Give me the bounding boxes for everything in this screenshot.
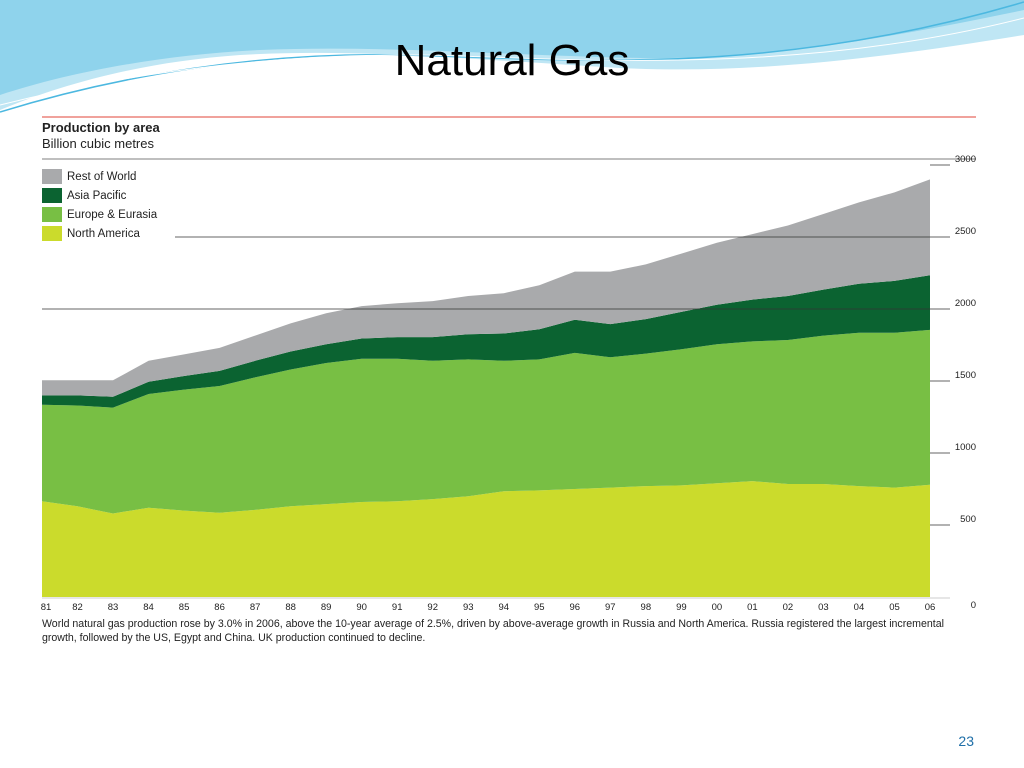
xtick-label-01: 01 (747, 602, 758, 613)
xtick-label-93: 93 (463, 602, 474, 613)
chart-title: Production by area (42, 120, 161, 135)
legend-swatch-asia-pacific (42, 188, 62, 203)
xtick-label-86: 86 (214, 602, 225, 613)
legend-label-rest-of-world: Rest of World (67, 171, 136, 183)
chart-subtitle: Billion cubic metres (42, 136, 154, 151)
xtick-label-03: 03 (818, 602, 829, 613)
y-axis-ticks: 0 500 1000 1500 2000 2500 3000 (930, 154, 976, 611)
xtick-label-85: 85 (179, 602, 190, 613)
gridlines (42, 164, 950, 599)
xtick-label-81: 81 (41, 602, 52, 613)
area-series-group (42, 179, 930, 597)
x-axis-ticks: 81 82 83 84 85 86 87 88 89 90 91 92 93 94 95 96 97 98 99 00… (41, 602, 936, 613)
xtick-label-00: 00 (712, 602, 723, 613)
area-europe-eurasia (42, 329, 930, 514)
legend-label-north-america: North America (67, 228, 140, 240)
legend-label-europe-eurasia: Europe & Eurasia (67, 209, 158, 221)
legend-swatch-europe-eurasia (42, 207, 62, 222)
ytick-label-2000: 2000 (955, 298, 976, 309)
ytick-label-2500: 2500 (955, 226, 976, 237)
area-north-america (42, 481, 930, 597)
xtick-label-82: 82 (72, 602, 83, 613)
chart-caption: World natural gas production rose by 3.0… (42, 618, 944, 644)
legend-swatch-rest-of-world (42, 169, 62, 184)
ytick-label-0: 0 (971, 600, 976, 611)
xtick-label-06: 06 (925, 602, 936, 613)
xtick-label-98: 98 (641, 602, 652, 613)
xtick-label-87: 87 (250, 602, 261, 613)
xtick-label-95: 95 (534, 602, 545, 613)
xtick-label-96: 96 (570, 602, 581, 613)
xtick-label-02: 02 (783, 602, 794, 613)
xtick-label-99: 99 (676, 602, 687, 613)
xtick-label-05: 05 (889, 602, 900, 613)
area-rest-of-world (42, 179, 930, 397)
xtick-label-92: 92 (427, 602, 438, 613)
ytick-label-1000: 1000 (955, 442, 976, 453)
ytick-label-500: 500 (960, 514, 976, 525)
slide-title: Natural Gas (394, 36, 630, 85)
page-number: 23 (958, 733, 974, 749)
xtick-label-90: 90 (356, 602, 367, 613)
xtick-label-97: 97 (605, 602, 616, 613)
legend-swatch-north-america (42, 226, 62, 241)
xtick-label-88: 88 (285, 602, 296, 613)
xtick-label-91: 91 (392, 602, 403, 613)
xtick-label-89: 89 (321, 602, 332, 613)
xtick-label-04: 04 (854, 602, 865, 613)
legend: Rest of World Asia Pacific Europe & Eurasi… (42, 169, 158, 241)
ytick-label-3000: 3000 (955, 154, 976, 165)
ytick-label-1500: 1500 (955, 370, 976, 381)
xtick-label-94: 94 (498, 602, 509, 613)
xtick-label-84: 84 (143, 602, 154, 613)
header-swoosh-decoration (0, 0, 1024, 113)
area-asia-pacific (42, 275, 930, 408)
xtick-label-83: 83 (108, 602, 119, 613)
legend-label-asia-pacific: Asia Pacific (67, 190, 127, 202)
